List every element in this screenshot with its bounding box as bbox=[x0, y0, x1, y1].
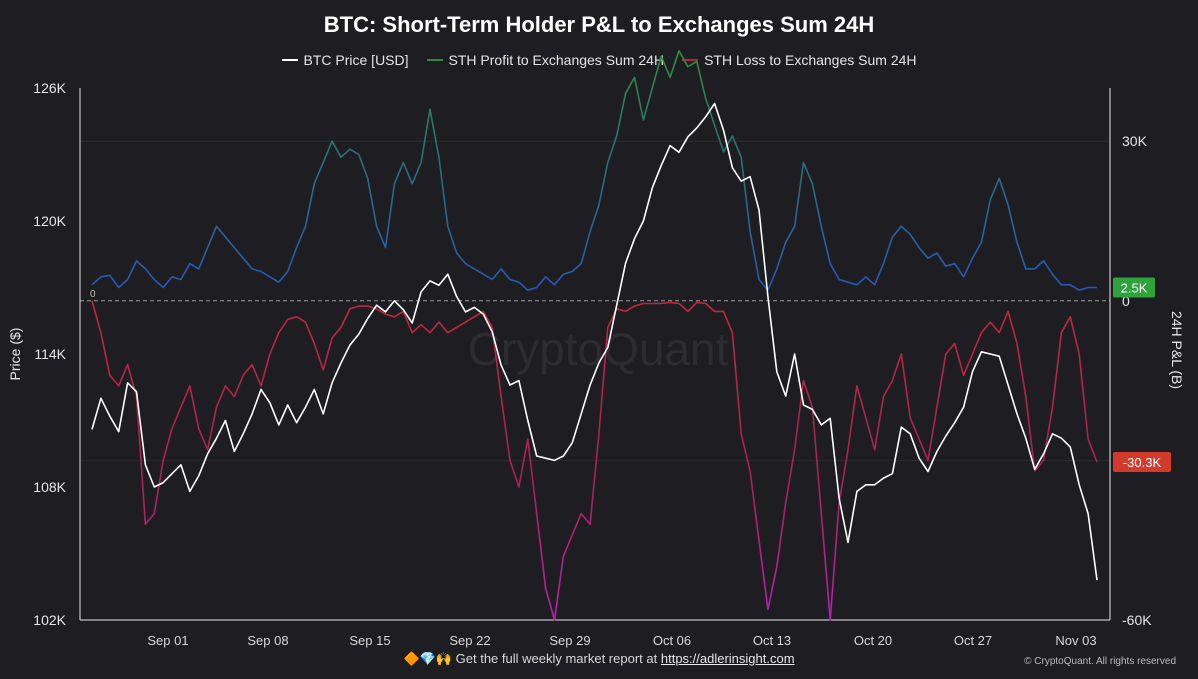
chart-legend: BTC Price [USD] STH Profit to Exchanges … bbox=[0, 52, 1198, 68]
footer-emoji: 🔶💎🙌 bbox=[403, 651, 453, 666]
left-tick-label: 102K bbox=[33, 612, 66, 628]
legend-label-sth-profit: STH Profit to Exchanges Sum 24H bbox=[448, 52, 665, 68]
value-badge-text: 2.5K bbox=[1121, 281, 1148, 296]
series-sth-profit-line bbox=[91, 50, 1097, 291]
left-tick-label: 126K bbox=[33, 80, 66, 96]
legend-swatch-sth-loss bbox=[682, 59, 699, 61]
watermark-text: CryptoQuant bbox=[468, 323, 729, 375]
legend-item-btc-price[interactable]: BTC Price [USD] bbox=[281, 52, 409, 68]
copyright: © CryptoQuant. All rights reserved bbox=[1024, 656, 1176, 667]
right-tick-label: 0 bbox=[1122, 293, 1130, 309]
right-tick-label: 30K bbox=[1122, 133, 1148, 149]
x-tick-label: Oct 06 bbox=[653, 633, 691, 648]
legend-item-sth-loss[interactable]: STH Loss to Exchanges Sum 24H bbox=[682, 52, 917, 68]
x-tick-label: Sep 22 bbox=[449, 633, 490, 648]
x-tick-label: Sep 15 bbox=[349, 633, 390, 648]
zero-label: 0 bbox=[90, 289, 96, 300]
legend-swatch-btc-price bbox=[281, 59, 298, 61]
legend-label-sth-loss: STH Loss to Exchanges Sum 24H bbox=[704, 52, 917, 68]
value-badge-text: -30.3K bbox=[1123, 455, 1162, 470]
series-sth-loss-line bbox=[91, 300, 1098, 621]
footer: 🔶💎🙌 Get the full weekly market report at… bbox=[0, 651, 1198, 667]
x-tick-label: Nov 03 bbox=[1055, 633, 1096, 648]
legend-swatch-sth-profit bbox=[426, 59, 443, 61]
left-tick-label: 114K bbox=[34, 346, 66, 362]
chart-title: BTC: Short-Term Holder P&L to Exchanges … bbox=[323, 12, 875, 37]
footer-text: Get the full weekly market report at bbox=[455, 651, 658, 666]
left-tick-label: 120K bbox=[33, 213, 66, 229]
value-badge-bg bbox=[1113, 451, 1171, 472]
x-tick-label: Oct 27 bbox=[954, 633, 992, 648]
legend-item-sth-profit[interactable]: STH Profit to Exchanges Sum 24H bbox=[426, 52, 665, 68]
right-axis-label: 24H P&L (B) bbox=[1169, 311, 1185, 389]
series-btc-price-line bbox=[91, 102, 1098, 581]
value-badge-bg bbox=[1113, 277, 1155, 298]
x-tick-label: Oct 13 bbox=[753, 633, 791, 648]
x-tick-label: Oct 20 bbox=[854, 633, 892, 648]
left-tick-label: 108K bbox=[33, 479, 66, 495]
x-tick-label: Sep 29 bbox=[549, 633, 590, 648]
right-tick-label: -60K bbox=[1122, 612, 1152, 628]
left-axis-label: Price ($) bbox=[7, 328, 23, 381]
x-tick-label: Sep 01 bbox=[147, 633, 188, 648]
footer-link[interactable]: https://adlerinsight.com bbox=[660, 651, 795, 666]
legend-label-btc-price: BTC Price [USD] bbox=[303, 52, 409, 68]
x-tick-label: Sep 08 bbox=[247, 633, 288, 648]
